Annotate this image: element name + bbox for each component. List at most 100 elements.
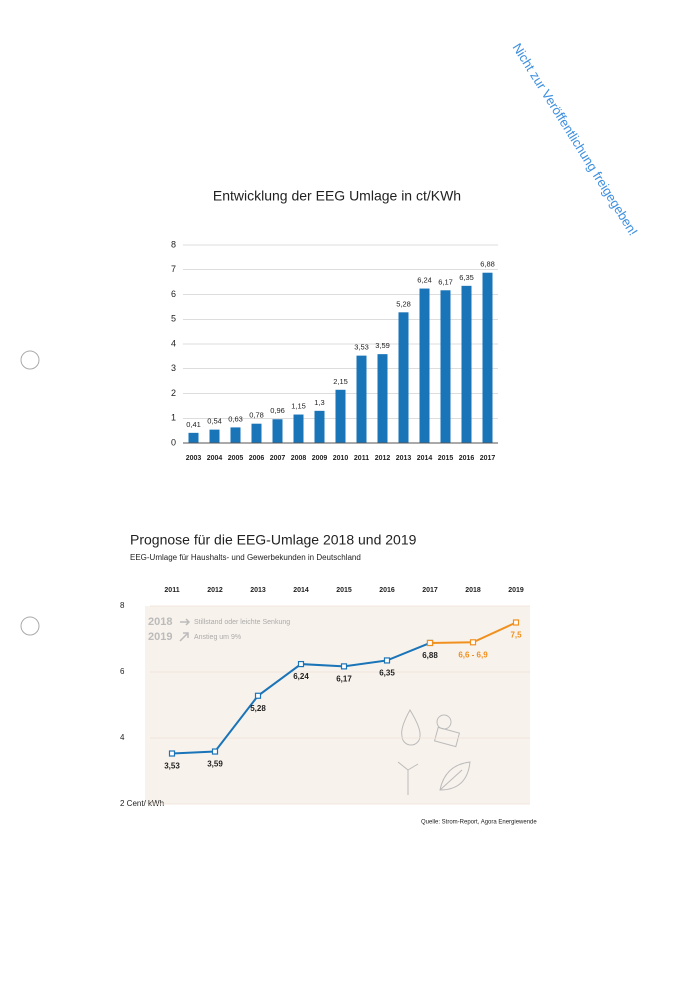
point bbox=[297, 660, 305, 668]
value-label: 3,53 bbox=[164, 762, 180, 771]
x-tick-label: 2017 bbox=[422, 587, 438, 594]
bar bbox=[377, 354, 388, 443]
y-tick-label: 0 bbox=[171, 437, 176, 447]
plot-background bbox=[145, 606, 530, 804]
chart-subtitle: EEG-Umlage für Haushalts- und Gewerbekun… bbox=[130, 553, 361, 562]
value-label: 0,96 bbox=[270, 406, 285, 415]
bar bbox=[314, 410, 325, 443]
x-tick-label: 2008 bbox=[291, 455, 307, 462]
value-label: 6,35 bbox=[379, 669, 395, 678]
value-label: 5,28 bbox=[396, 299, 411, 308]
bar bbox=[461, 285, 472, 443]
x-tick-label: 2017 bbox=[480, 455, 496, 462]
value-label: 7,5 bbox=[510, 631, 522, 640]
annotation-year: 2018 bbox=[148, 616, 172, 628]
value-label: 3,59 bbox=[375, 341, 390, 350]
annotation-arrow bbox=[180, 618, 191, 626]
annotation-arrow bbox=[179, 632, 189, 642]
bar bbox=[419, 288, 430, 443]
value-label: 2,15 bbox=[333, 377, 348, 386]
bar bbox=[188, 432, 199, 443]
bar bbox=[356, 355, 367, 443]
y-tick-label: 4 bbox=[120, 733, 125, 742]
value-label: 1,15 bbox=[291, 402, 306, 411]
point bbox=[211, 748, 219, 755]
x-tick-label: 2009 bbox=[312, 455, 328, 462]
bar bbox=[272, 419, 283, 443]
decor-icons bbox=[397, 709, 471, 795]
value-label: 6,24 bbox=[417, 276, 432, 285]
value-label: 0,41 bbox=[186, 420, 201, 429]
x-tick-label: 2014 bbox=[417, 455, 433, 462]
y-tick-label: 8 bbox=[171, 239, 176, 249]
point bbox=[383, 657, 391, 664]
point bbox=[469, 639, 477, 646]
x-tick-label: 2003 bbox=[186, 455, 202, 462]
y-tick-label: 6 bbox=[171, 289, 176, 299]
value-label: 1,3 bbox=[314, 398, 324, 407]
value-label: 0,78 bbox=[249, 411, 264, 420]
value-label: 6,6 - 6,9 bbox=[458, 650, 488, 659]
x-tick-label: 2005 bbox=[228, 455, 244, 462]
x-tick-label: 2011 bbox=[164, 587, 179, 594]
x-tick-label: 2015 bbox=[336, 587, 352, 594]
x-tick-label: 2015 bbox=[438, 455, 454, 462]
punch-hole bbox=[20, 616, 40, 636]
punch-hole bbox=[20, 350, 40, 370]
point bbox=[340, 663, 348, 670]
x-tick-label: 2016 bbox=[379, 587, 395, 594]
value-label: 5,28 bbox=[250, 704, 266, 713]
x-tick-label: 2016 bbox=[459, 455, 475, 462]
y-tick-label: 1 bbox=[171, 413, 176, 423]
point bbox=[168, 750, 176, 757]
y-tick-label: 8 bbox=[120, 601, 125, 610]
chart-title: Prognose für die EEG-Umlage 2018 und 201… bbox=[130, 532, 417, 548]
x-tick-label: 2013 bbox=[250, 587, 266, 594]
x-tick-label: 2013 bbox=[396, 455, 412, 462]
bar bbox=[230, 427, 241, 443]
value-label: 3,59 bbox=[207, 760, 223, 769]
x-tick-label: 2012 bbox=[207, 587, 223, 594]
y-tick-label: 2 bbox=[171, 388, 176, 398]
x-tick-label: 2019 bbox=[508, 587, 524, 594]
x-tick-label: 2010 bbox=[333, 455, 349, 462]
point bbox=[426, 639, 434, 647]
value-label: 6,88 bbox=[480, 260, 495, 269]
point bbox=[512, 619, 520, 626]
x-tick-label: 2006 bbox=[249, 455, 265, 462]
y-tick-label: 4 bbox=[171, 338, 176, 348]
value-label: 3,53 bbox=[354, 343, 369, 352]
value-label: 6,88 bbox=[422, 651, 438, 660]
x-tick-label: 2011 bbox=[354, 455, 369, 462]
value-label: 6,17 bbox=[336, 674, 352, 683]
annotation-year: 2019 bbox=[148, 631, 172, 643]
bar bbox=[251, 423, 262, 443]
source: Quelle: Strom-Report, Agora Energiewende bbox=[421, 820, 537, 826]
point bbox=[254, 692, 262, 699]
value-label: 6,35 bbox=[459, 273, 474, 282]
x-tick-label: 2007 bbox=[270, 455, 286, 462]
bar bbox=[398, 312, 409, 443]
value-label: 6,17 bbox=[438, 277, 453, 286]
value-label: 0,54 bbox=[207, 417, 222, 426]
bar bbox=[293, 414, 304, 443]
bar bbox=[209, 429, 220, 443]
bar bbox=[335, 389, 346, 443]
annotation-text: Anstieg um 9% bbox=[194, 634, 241, 641]
y-tick-label: 2 Cent/ kWh bbox=[120, 799, 164, 808]
stamp: Nicht zur Veröffentlichung freigegeben! bbox=[510, 40, 641, 238]
y-tick-label: 3 bbox=[171, 363, 176, 373]
x-tick-label: 2012 bbox=[375, 455, 391, 462]
value-label: 0,63 bbox=[228, 414, 243, 423]
x-tick-label: 2004 bbox=[207, 455, 223, 462]
chart-title: Entwicklung der EEG Umlage in ct/KWh bbox=[213, 188, 461, 204]
bar bbox=[440, 290, 451, 443]
y-tick-label: 5 bbox=[171, 314, 176, 324]
annotation-text: Stillstand oder leichte Senkung bbox=[194, 619, 290, 626]
bar bbox=[482, 272, 493, 443]
y-tick-label: 7 bbox=[171, 264, 176, 274]
y-tick-label: 6 bbox=[120, 667, 125, 676]
x-tick-label: 2018 bbox=[465, 587, 481, 594]
value-label: 6,24 bbox=[293, 672, 309, 681]
